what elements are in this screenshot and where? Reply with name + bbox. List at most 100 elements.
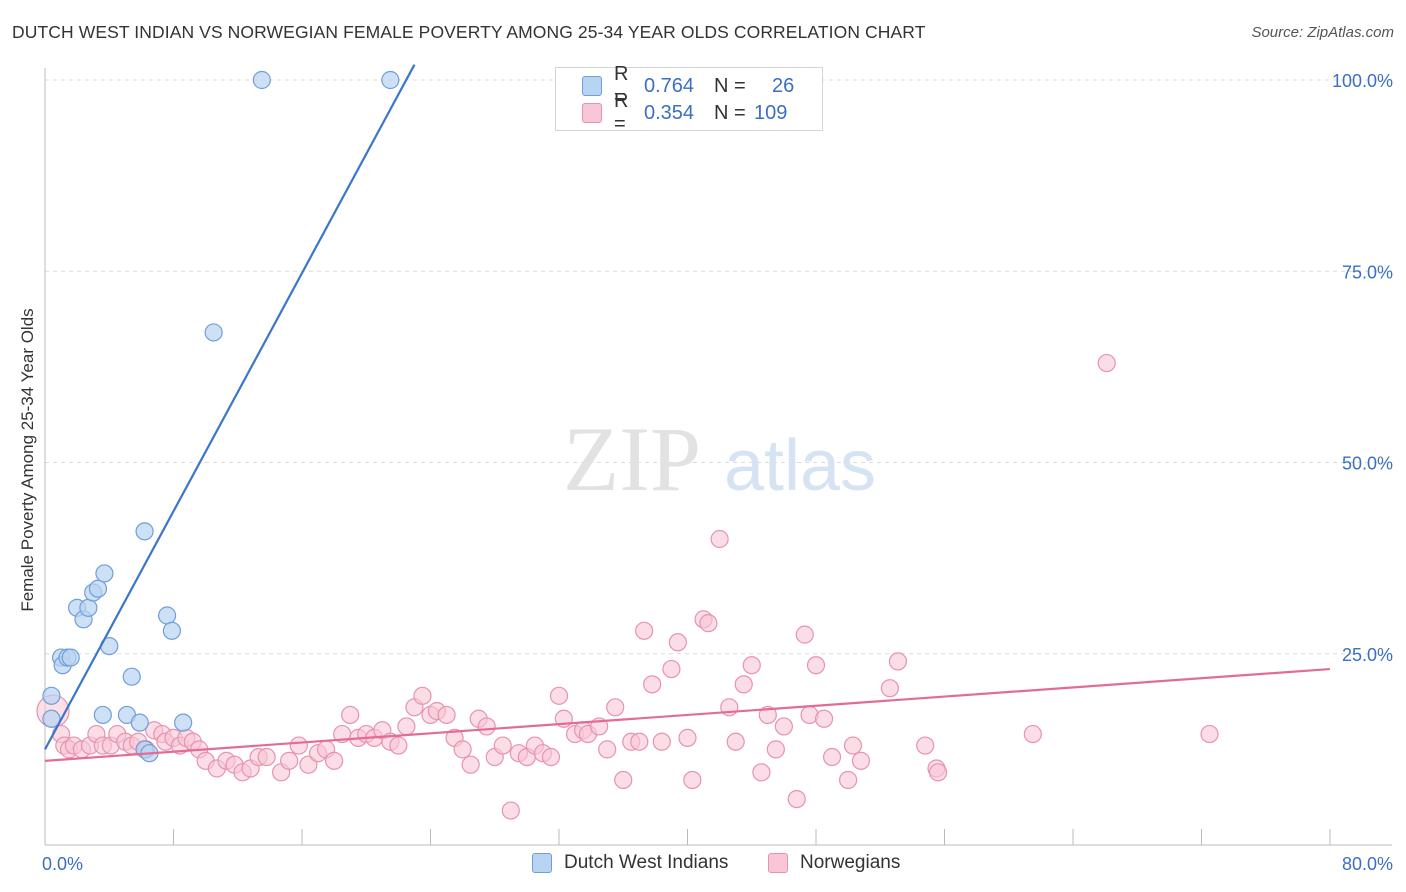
- dutch-west-indians-point: [79, 598, 98, 617]
- dutch-west-indians-point: [130, 713, 149, 732]
- norwegians-point: [806, 656, 826, 675]
- tick-labels: 25.0% 50.0% 75.0% 100.0% 0.0% 80.0%: [42, 71, 1393, 874]
- norwegians-point: [787, 789, 806, 809]
- norwegians-point: [413, 686, 432, 705]
- dutch-west-indians-points: [42, 70, 400, 763]
- x-tick-label: 80.0%: [1342, 854, 1393, 874]
- y-tick-label: 25.0%: [1342, 645, 1393, 665]
- r-label: R =: [614, 63, 629, 108]
- norwegians-point: [726, 732, 745, 751]
- norwegians-point: [742, 656, 761, 675]
- norwegians-point: [598, 740, 617, 759]
- legend-label: Dutch West Indians: [564, 852, 729, 873]
- norwegians-point: [453, 740, 472, 759]
- norwegians-point: [822, 747, 842, 767]
- dutch-west-indians-point: [162, 621, 181, 640]
- chart-title: DUTCH WEST INDIAN VS NORWEGIAN FEMALE PO…: [12, 22, 926, 42]
- r-label: R =: [614, 90, 629, 135]
- legend-row-norwegians: R = 0.354 N = 109: [582, 90, 788, 135]
- norwegians-trend-line: [44, 667, 1331, 762]
- dutch-west-indians-point: [381, 70, 400, 90]
- norwegians-point: [549, 686, 569, 705]
- norwegians-point: [652, 732, 671, 751]
- norwegians-point: [1200, 724, 1219, 744]
- norwegians-point: [614, 770, 633, 790]
- y-tick-label: 75.0%: [1342, 262, 1393, 282]
- norwegians-point: [795, 625, 814, 644]
- norwegians-point: [389, 736, 408, 755]
- norwegians-point: [493, 736, 512, 755]
- dutch-west-indians-point: [157, 606, 177, 625]
- norwegians-point: [1023, 724, 1042, 744]
- norwegians-point: [683, 770, 702, 790]
- n-value: 26: [772, 74, 795, 97]
- norwegians-point: [888, 652, 908, 671]
- r-value: 0.354: [644, 101, 695, 124]
- norwegians-point: [916, 736, 935, 755]
- watermark-zip: ZIP: [563, 408, 701, 510]
- norwegians-point: [635, 621, 654, 640]
- legend-row-dutch-west-indians: R = 0.764 N = 26: [582, 63, 795, 108]
- norwegians-point: [752, 763, 771, 782]
- dutch-west-indians-point: [122, 667, 141, 686]
- norwegians-point: [257, 747, 276, 767]
- dutch-west-indians-trend-line: [44, 64, 416, 750]
- dutch-west-indians-point: [61, 648, 80, 667]
- norwegians-point: [289, 736, 308, 755]
- source-label: Source: ZipAtlas.com: [1251, 24, 1394, 41]
- watermark: ZIP atlas: [563, 408, 876, 510]
- norwegians-point: [814, 709, 834, 728]
- r-value: 0.764: [644, 74, 695, 97]
- dutch-west-indians-point: [135, 522, 154, 541]
- norwegians-point: [341, 705, 360, 725]
- legend-swatch-blue: [582, 76, 602, 96]
- norwegians-point: [668, 633, 687, 652]
- norwegians-point: [461, 755, 480, 774]
- dutch-west-indians-point: [252, 70, 271, 90]
- x-tick-label: 0.0%: [42, 854, 83, 874]
- legend-item-dutch-west-indians[interactable]: Dutch West Indians: [532, 852, 728, 874]
- n-label: N =: [714, 101, 746, 124]
- norwegians-point: [734, 675, 753, 694]
- norwegians-point: [662, 659, 681, 679]
- legend-swatch-blue: [532, 853, 552, 873]
- legend-swatch-pink: [582, 103, 602, 123]
- norwegians-point: [630, 732, 649, 751]
- dutch-west-indians-point: [88, 579, 108, 598]
- legend-label: Norwegians: [800, 852, 901, 873]
- dutch-west-indians-point: [204, 323, 223, 342]
- y-tick-label: 50.0%: [1342, 454, 1393, 474]
- norwegians-point: [843, 736, 863, 755]
- norwegians-point: [678, 728, 697, 748]
- y-tick-label: 100.0%: [1332, 71, 1393, 91]
- norwegians-point: [699, 614, 718, 633]
- dutch-west-indians-point: [42, 686, 61, 705]
- norwegians-point: [541, 747, 561, 767]
- norwegians-point: [774, 717, 793, 736]
- legend-swatch-pink: [768, 853, 788, 873]
- norwegians-point: [880, 679, 899, 698]
- norwegians-point: [928, 763, 948, 782]
- n-value: 109: [754, 101, 788, 124]
- norwegians-point: [1097, 353, 1116, 373]
- norwegians-point: [280, 751, 299, 770]
- series-legend: Dutch West Indians Norwegians: [0, 852, 1406, 878]
- norwegians-point: [758, 705, 777, 725]
- dutch-west-indians-point: [174, 713, 193, 732]
- legend-item-norwegians[interactable]: Norwegians: [768, 852, 900, 874]
- norwegians-point: [501, 801, 520, 820]
- watermark-atlas: atlas: [724, 426, 876, 506]
- trend-lines: [44, 64, 1331, 762]
- norwegians-point: [477, 717, 496, 736]
- norwegians-point: [397, 717, 416, 736]
- norwegians-point: [710, 529, 729, 549]
- stats-legend: R = 0.764 N = 26 R = 0.354 N = 109: [555, 63, 823, 135]
- gridlines: [45, 79, 1392, 655]
- norwegians-point: [325, 751, 344, 770]
- norwegians-point: [766, 740, 785, 759]
- norwegians-point: [839, 770, 858, 790]
- norwegians-point: [606, 698, 625, 717]
- norwegians-point: [437, 705, 456, 725]
- dutch-west-indians-point: [93, 705, 112, 725]
